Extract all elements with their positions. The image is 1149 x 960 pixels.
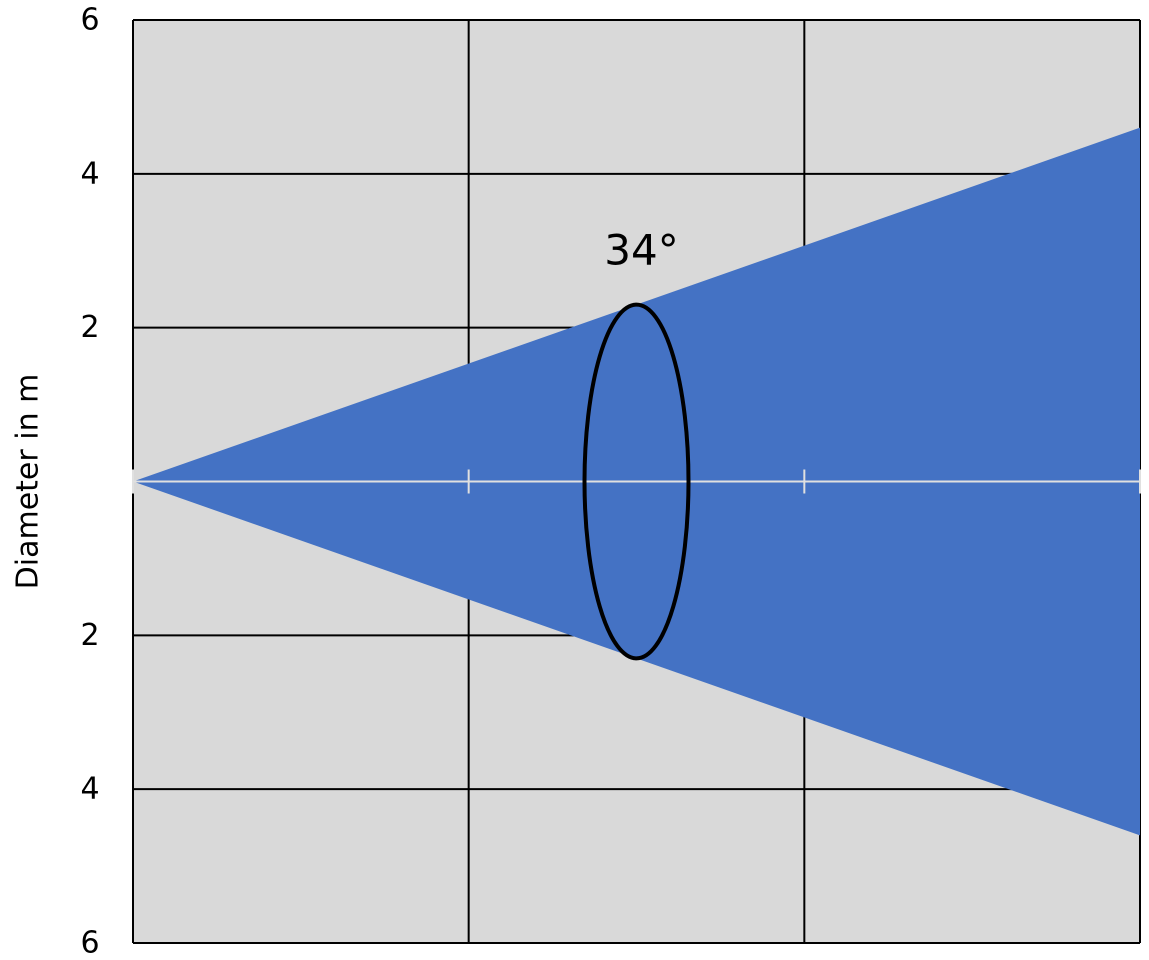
y-tick-label: 6 — [80, 926, 99, 960]
y-tick-label: 4 — [80, 156, 99, 191]
y-tick-label: 6 — [80, 3, 99, 38]
beam-angle-label: 34° — [604, 226, 678, 275]
y-axis-title: Diameter in m — [11, 374, 46, 590]
y-tick-label: 4 — [80, 772, 99, 807]
beam-angle-ellipse — [582, 302, 691, 661]
y-tick-label: 2 — [80, 310, 99, 345]
y-tick-labels: 6 4 2 2 4 6 — [80, 3, 99, 960]
y-tick-label: 2 — [80, 618, 99, 653]
center-axis-ticks — [132, 469, 1141, 494]
